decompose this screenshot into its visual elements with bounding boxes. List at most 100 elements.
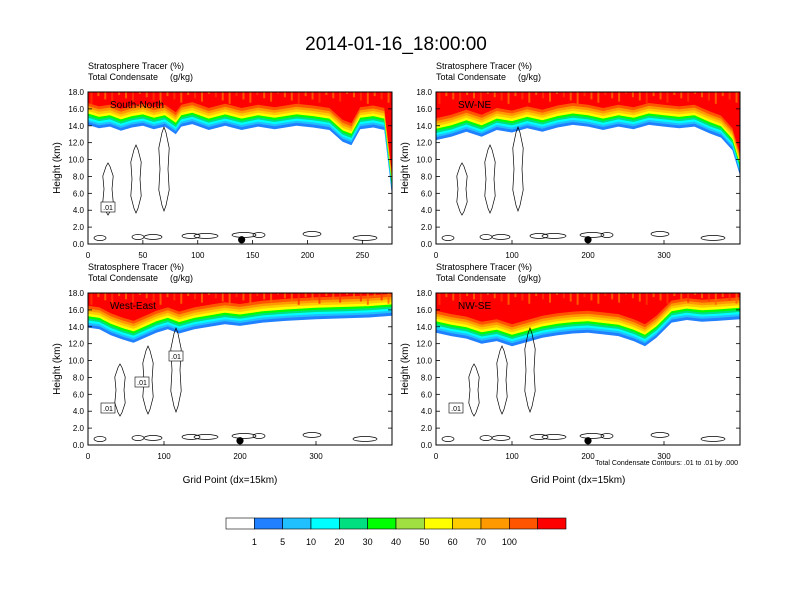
colorbar-swatch	[225, 517, 255, 530]
colorbar-label: 10	[306, 537, 316, 547]
x-tick-label: 100	[505, 251, 519, 260]
contour-label: .01	[103, 205, 113, 212]
panel-header-condensate: Total Condensate	[436, 72, 506, 82]
x-tick-label: 50	[138, 251, 147, 260]
panel-header-condensate-unit: (g/kg)	[518, 72, 541, 82]
colorbar-swatch	[282, 517, 312, 530]
contour-label: .01	[171, 354, 181, 361]
x-tick-label: 200	[301, 251, 315, 260]
panel-header-condensate-unit: (g/kg)	[518, 273, 541, 283]
panels: .01 0.0 2.0 4.0 6.0 8.0 10.0 12.0 14.0 16.0 18.0 0 5…	[52, 61, 741, 486]
colorbar-swatch	[537, 517, 567, 530]
y-tick-label: 16.0	[416, 105, 432, 114]
tracer-streaks	[438, 293, 738, 305]
y-tick-label: 18.0	[416, 88, 432, 97]
colorbar-label: 5	[280, 537, 285, 547]
tracer-layer-9	[436, 92, 740, 154]
cross-section-label: South-North	[110, 100, 164, 111]
y-tick-label: 4.0	[421, 206, 433, 215]
tracer-layer-9	[436, 293, 740, 325]
cross-section-label: West-East	[110, 301, 156, 312]
y-tick-label: 8.0	[421, 172, 433, 181]
condensate-contours	[441, 125, 726, 241]
y-tick-label: 10.0	[416, 156, 432, 165]
x-tick-label: 100	[505, 452, 519, 461]
y-tick-label: 2.0	[421, 424, 433, 433]
colorbar-label: 100	[502, 537, 517, 547]
y-tick-label: 12.0	[416, 340, 432, 349]
contour-label-box	[168, 350, 184, 362]
panel-header-tracer: Stratosphere Tracer	[88, 61, 168, 71]
x-tick-label: 100	[157, 452, 171, 461]
cross-section-label: NW-SE	[458, 301, 491, 312]
y-tick-label: 8.0	[73, 172, 85, 181]
plot-frame	[87, 91, 393, 245]
panel-header-tracer-unit: (%)	[518, 262, 532, 272]
y-tick-label: 16.0	[68, 306, 84, 315]
colorbar-swatch	[509, 517, 538, 530]
panel-header-condensate: Total Condensate	[88, 72, 158, 82]
cross-section-label: SW-NE	[458, 100, 491, 111]
colorbar-swatch	[254, 517, 283, 530]
y-tick-label: 12.0	[68, 139, 84, 148]
panel-header-tracer: Stratosphere Tracer	[436, 262, 516, 272]
y-tick-label: 10.0	[68, 156, 84, 165]
y-tick-label: 2.0	[73, 223, 85, 232]
x-tick-label: 200	[581, 251, 595, 260]
contour-label-box	[100, 201, 116, 213]
x-tick-label: 300	[657, 251, 671, 260]
y-tick-label: 12.0	[416, 139, 432, 148]
y-tick-label: 6.0	[421, 189, 433, 198]
colorbar-swatch	[339, 517, 368, 530]
x-tick-label: 150	[246, 251, 260, 260]
y-tick-label: 12.0	[68, 340, 84, 349]
panel-header-condensate-unit: (g/kg)	[170, 72, 193, 82]
location-marker	[584, 236, 592, 244]
panel-header-condensate: Total Condensate	[88, 273, 158, 283]
y-tick-label: 6.0	[73, 189, 85, 198]
y-tick-label: 18.0	[68, 289, 84, 298]
panel-nw-se: .01 0.0 2.0 4.0 6.0 8.0 10.0 12.0 14.0 16.0 18.0 0 1…	[400, 262, 741, 486]
x-tick-label: 200	[233, 452, 247, 461]
y-tick-label: 6.0	[421, 390, 433, 399]
contour-label: .01	[451, 406, 461, 413]
tracer-layer-9	[88, 293, 392, 321]
colorbar-swatch	[452, 517, 482, 530]
panel-header-tracer: Stratosphere Tracer	[88, 262, 168, 272]
contour-label-box	[100, 402, 116, 414]
y-tick-label: 10.0	[416, 357, 432, 366]
y-tick-label: 4.0	[421, 407, 433, 416]
colorbar-swatch	[480, 517, 510, 530]
y-tick-label: 8.0	[421, 373, 433, 382]
contour-label: .01	[137, 380, 147, 387]
contour-note: Total Condensate Contours: .01 to .01 by…	[595, 460, 738, 467]
panel-west-east: .01 .01 .01 0.0 2.0 4.0 6.0 8.0 10.0 12.0 14.0 16.0…	[52, 262, 393, 486]
y-tick-label: 14.0	[68, 323, 84, 332]
colorbar-label: 20	[334, 537, 344, 547]
y-tick-label: 18.0	[68, 88, 84, 97]
x-tick-label: 250	[356, 251, 370, 260]
y-tick-label: 0.0	[73, 240, 85, 249]
y-tick-label: 2.0	[421, 223, 433, 232]
y-tick-label: 4.0	[73, 206, 85, 215]
location-marker	[236, 437, 244, 445]
y-tick-label: 8.0	[73, 373, 85, 382]
y-tick-label: 4.0	[73, 407, 85, 416]
figure-title: 2014-01-16_18:00:00	[305, 34, 487, 55]
panel-header-condensate-unit: (g/kg)	[170, 273, 193, 283]
x-axis-label: Grid Point (dx=15km)	[183, 475, 278, 486]
x-tick-label: 0	[434, 251, 439, 260]
x-tick-label: 100	[191, 251, 205, 260]
x-tick-label: 300	[309, 452, 323, 461]
panel-header-tracer-unit: (%)	[170, 262, 184, 272]
y-tick-label: 2.0	[73, 424, 85, 433]
y-tick-label: 0.0	[421, 441, 433, 450]
y-tick-label: 16.0	[416, 306, 432, 315]
location-marker	[238, 236, 246, 244]
contour-label: .01	[103, 406, 113, 413]
x-tick-label: 0	[434, 452, 439, 461]
tracer-streaks	[438, 92, 738, 104]
y-tick-label: 14.0	[68, 122, 84, 131]
contour-label-box	[134, 376, 150, 388]
